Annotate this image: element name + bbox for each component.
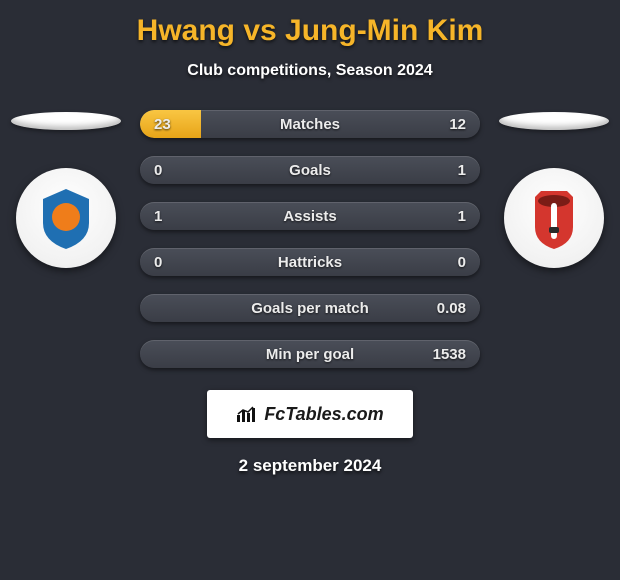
stat-right-value: 1538	[433, 346, 466, 363]
stat-row: 23 Matches 12	[140, 110, 480, 138]
left-team-badge	[16, 168, 116, 268]
stat-label: Goals	[289, 162, 331, 179]
comparison-card: Hwang vs Jung-Min Kim Club competitions,…	[0, 0, 620, 476]
stat-label: Matches	[280, 116, 340, 133]
stat-label: Hattricks	[278, 254, 342, 271]
subtitle: Club competitions, Season 2024	[0, 62, 620, 80]
brand-name: FcTables.com	[264, 404, 383, 425]
stat-right-value: 0.08	[437, 300, 466, 317]
right-team-badge	[504, 168, 604, 268]
left-side-column	[6, 110, 126, 268]
stats-column: 23 Matches 12 0 Goals 1 1 Assists 1 0 Hattricks 0 Go…	[140, 110, 480, 368]
stat-left-value: 23	[154, 116, 171, 133]
left-team-logo	[31, 183, 101, 253]
stat-row: 0 Goals 1	[140, 156, 480, 184]
stat-right-value: 1	[458, 162, 466, 179]
stat-right-value: 12	[449, 116, 466, 133]
stat-left-value: 0	[154, 254, 162, 271]
brand-bar[interactable]: FcTables.com	[207, 390, 413, 438]
date-line: 2 september 2024	[0, 456, 620, 476]
left-country-flag	[11, 112, 121, 130]
page-title: Hwang vs Jung-Min Kim	[0, 14, 620, 48]
stat-right-value: 1	[458, 208, 466, 225]
right-team-logo	[519, 183, 589, 253]
stat-label: Goals per match	[251, 300, 369, 317]
stat-left-value: 1	[154, 208, 162, 225]
brand-chart-icon	[236, 405, 258, 423]
stat-label: Assists	[283, 208, 336, 225]
content-row: 23 Matches 12 0 Goals 1 1 Assists 1 0 Hattricks 0 Go…	[0, 110, 620, 368]
stat-row: 1 Assists 1	[140, 202, 480, 230]
right-side-column	[494, 110, 614, 268]
stat-row: 0 Hattricks 0	[140, 248, 480, 276]
stat-left-value: 0	[154, 162, 162, 179]
stat-label: Min per goal	[266, 346, 354, 363]
right-country-flag	[499, 112, 609, 130]
stat-right-value: 0	[458, 254, 466, 271]
stat-row: Min per goal 1538	[140, 340, 480, 368]
stat-row: Goals per match 0.08	[140, 294, 480, 322]
